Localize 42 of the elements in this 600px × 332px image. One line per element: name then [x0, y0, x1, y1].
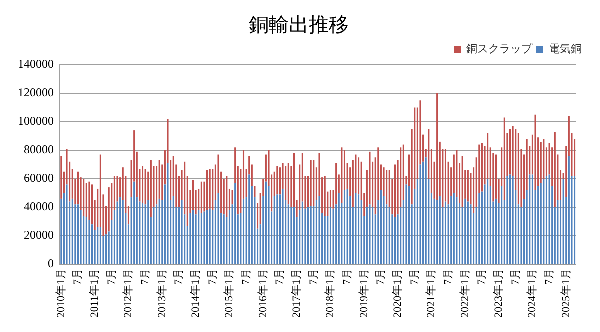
- x-tick-label: 7月: [139, 268, 152, 285]
- x-tick-label: 2010年1月: [55, 268, 68, 318]
- x-tick-label: 7月: [308, 268, 320, 285]
- legend-label: 電気銅: [549, 43, 582, 56]
- x-tick-label: 7月: [173, 268, 186, 285]
- x-tick-label: 2017年1月: [290, 268, 303, 318]
- y-tick-label: 20000: [24, 228, 54, 242]
- x-tick-label: 2022年1月: [459, 268, 472, 318]
- x-tick-label: 2025年1月: [560, 268, 572, 318]
- x-tick-label: 2023年1月: [492, 268, 505, 318]
- y-tick-label: 60000: [24, 171, 54, 186]
- x-tick-label: 7月: [206, 268, 219, 285]
- x-tick-label: 2019年1月: [358, 268, 370, 318]
- x-tick-label: 2013年1月: [156, 268, 168, 318]
- x-tick-label: 2012年1月: [122, 268, 135, 318]
- x-tick-label: 7月: [543, 268, 556, 285]
- y-tick-label: 80000: [24, 142, 54, 157]
- y-tick-label: 40000: [24, 200, 54, 214]
- x-tick-label: 2021年1月: [426, 268, 438, 318]
- y-tick-label: 140000: [18, 57, 54, 72]
- x-tick-label: 2015年1月: [224, 268, 236, 318]
- x-tick-label: 2016年1月: [257, 268, 270, 318]
- x-tick-label: 2011年1月: [88, 268, 101, 318]
- x-tick-label: 7月: [476, 268, 488, 285]
- x-tick-label: 2024年1月: [526, 268, 539, 318]
- y-tick-label: 100000: [18, 114, 54, 128]
- x-tick-label: 7月: [341, 268, 354, 285]
- x-tick-label: 2020年1月: [392, 268, 404, 318]
- x-tick-label: 7月: [106, 268, 118, 285]
- x-tick-label: 7月: [408, 268, 421, 285]
- y-tick-label: 0: [48, 256, 54, 271]
- chart-title: 銅輸出推移: [249, 14, 349, 36]
- x-tick-label: 7月: [240, 268, 252, 285]
- legend-label: 銅スクラップ: [466, 42, 534, 56]
- x-tick-label: 7月: [375, 268, 388, 285]
- x-tick-label: 7月: [72, 268, 84, 285]
- x-tick-label: 2018年1月: [324, 268, 337, 318]
- x-tick-label: 7月: [274, 268, 286, 285]
- x-tick-label: 2014年1月: [190, 268, 202, 318]
- x-tick-label: 7月: [442, 268, 454, 285]
- x-tick-label: 7月: [510, 268, 522, 285]
- y-tick-label: 120000: [18, 86, 54, 100]
